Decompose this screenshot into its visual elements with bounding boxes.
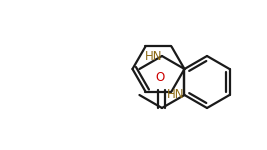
Text: HN: HN <box>144 50 162 63</box>
Text: HN: HN <box>167 88 184 102</box>
Text: O: O <box>155 71 164 84</box>
